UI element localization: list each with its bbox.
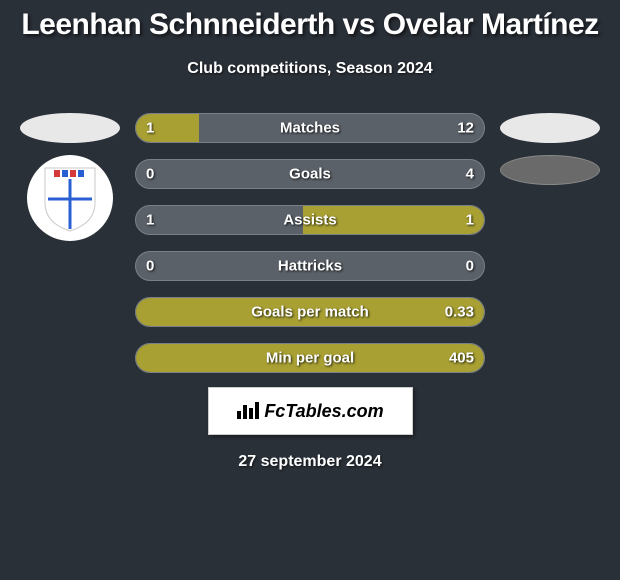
stat-label: Hattricks (278, 258, 342, 275)
stat-bar: Min per goal 405 (135, 343, 485, 373)
stat-value-left: 1 (146, 212, 154, 229)
stat-value-left: 0 (146, 166, 154, 183)
stats-column: Matches112Goals04Assists11Hattricks00Goa… (135, 113, 485, 373)
stat-value-right: 12 (457, 120, 474, 137)
stat-bar: Matches 1 12 (135, 113, 485, 143)
stat-label: Min per goal (266, 350, 354, 367)
footer-date: 27 september 2024 (0, 453, 620, 471)
stat-bar: Goals 0 4 (135, 159, 485, 189)
stat-label: Matches (280, 120, 340, 137)
brand-text: FcTables.com (264, 401, 383, 422)
page-title: Leenhan Schnneiderth vs Ovelar Martínez (0, 8, 620, 42)
brand-badge: FcTables.com (208, 387, 413, 435)
stat-value-right: 0 (466, 258, 474, 275)
shield-icon (40, 163, 100, 233)
stat-value-right: 405 (449, 350, 474, 367)
left-avatars (20, 113, 120, 241)
comparison-row: Matches112Goals04Assists11Hattricks00Goa… (0, 113, 620, 373)
stat-value-left: 1 (146, 120, 154, 137)
stat-bar: Assists 1 1 (135, 205, 485, 235)
stat-label: Goals per match (251, 304, 369, 321)
player-right-avatar (500, 113, 600, 143)
team-right-placeholder (500, 155, 600, 185)
stat-label: Goals (289, 166, 331, 183)
bar-chart-icon (236, 401, 260, 421)
stat-bar: Goals per match 0.33 (135, 297, 485, 327)
stat-value-right: 1 (466, 212, 474, 229)
subtitle: Club competitions, Season 2024 (0, 60, 620, 78)
stat-label: Assists (283, 212, 336, 229)
stat-value-right: 0.33 (445, 304, 474, 321)
stat-value-left: 0 (146, 258, 154, 275)
player-left-avatar (20, 113, 120, 143)
stat-value-right: 4 (466, 166, 474, 183)
right-avatars (500, 113, 600, 185)
team-left-logo (27, 155, 113, 241)
stat-bar: Hattricks 0 0 (135, 251, 485, 281)
